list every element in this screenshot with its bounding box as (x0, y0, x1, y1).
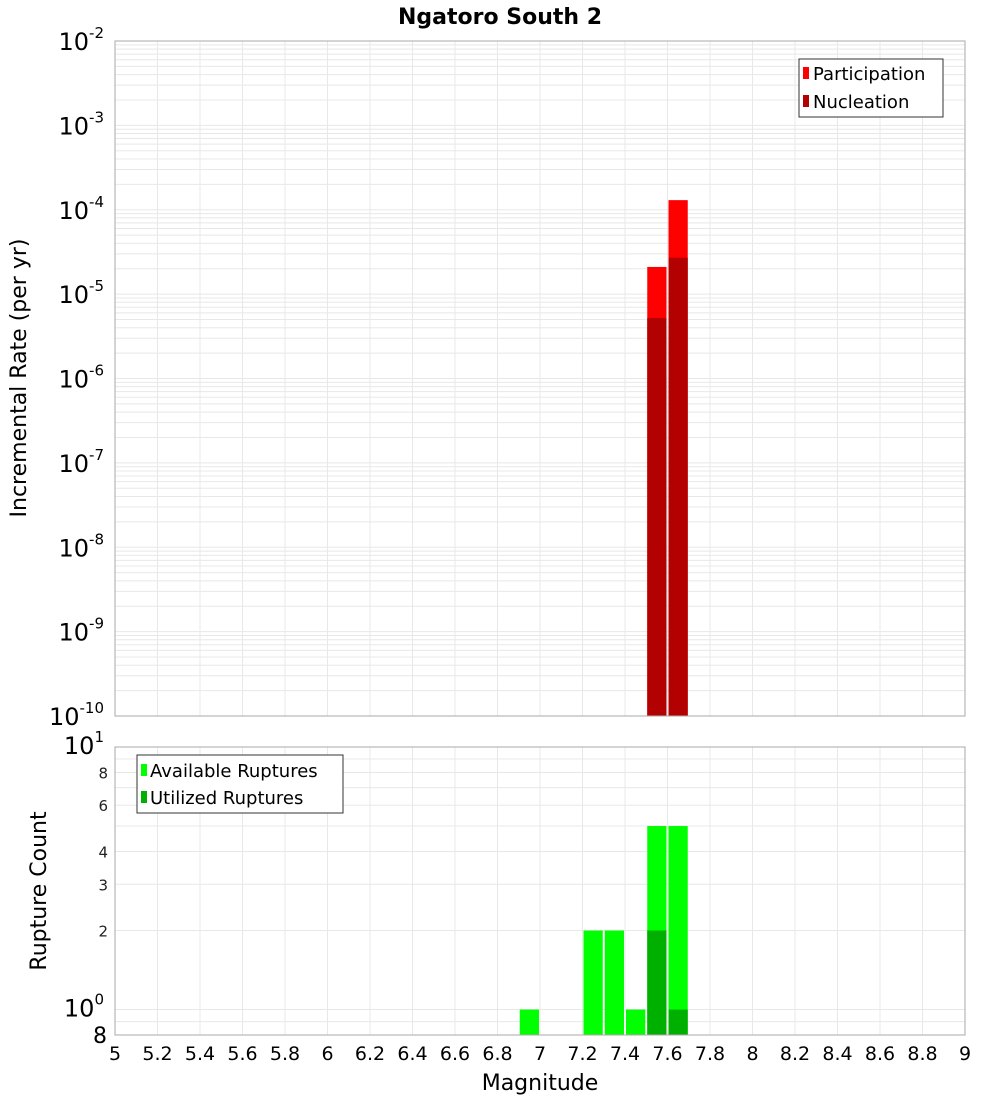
x-tick-label: 5.4 (185, 1043, 215, 1065)
x-tick-label: 8.4 (822, 1043, 852, 1065)
legend-swatch (141, 764, 147, 776)
y-tick-label: 8 (98, 764, 108, 782)
y-tick-label: 10-6 (58, 362, 104, 394)
y-tick-label: 4 (98, 843, 108, 861)
x-tick-label: 7.6 (652, 1043, 682, 1065)
x-tick-label: 7 (534, 1043, 546, 1065)
utilized-ruptures-bar (668, 1009, 688, 1035)
x-tick-label: 7.2 (567, 1043, 597, 1065)
x-tick-label: 8.6 (865, 1043, 895, 1065)
available-ruptures-bar (604, 930, 624, 1035)
x-tick-label: 7.8 (695, 1043, 725, 1065)
y-tick-label: 10-8 (58, 530, 104, 562)
legend-label: Available Ruptures (150, 761, 318, 782)
y-tick-label: 10-4 (58, 193, 104, 225)
x-tick-label: 5.2 (142, 1043, 172, 1065)
y-tick-label: 2 (98, 923, 108, 941)
legend-label: Participation (813, 64, 925, 85)
x-tick-label: 6.4 (397, 1043, 427, 1065)
rupture-count-axis-label: Rupture Count (27, 811, 52, 971)
chart-title: Ngatoro South 2 (398, 5, 602, 30)
y-tick-label: 101 (64, 728, 104, 760)
x-tick-label: 5.8 (270, 1043, 300, 1065)
x-tick-label: 7.4 (610, 1043, 640, 1065)
x-tick-label: 6.2 (355, 1043, 385, 1065)
nucleation-bar (668, 257, 688, 716)
utilized-ruptures-bar (647, 930, 667, 1035)
y-tick-label: 10-10 (49, 699, 104, 731)
y-tick-label: 100 (64, 991, 104, 1023)
x-tick-label: 8 (746, 1043, 758, 1065)
available-ruptures-bar (519, 1009, 539, 1035)
legend-label: Utilized Ruptures (150, 788, 303, 809)
available-ruptures-bar (583, 930, 603, 1035)
y-tick-label: 8 (93, 1024, 107, 1049)
x-tick-label: 8.2 (780, 1043, 810, 1065)
y-tick-label: 10-9 (58, 615, 104, 647)
available-ruptures-bar (668, 826, 688, 1035)
legend-swatch (803, 95, 809, 107)
x-tick-label: 6.8 (482, 1043, 512, 1065)
x-tick-label: 8.8 (907, 1043, 937, 1065)
y-tick-label: 6 (98, 797, 108, 815)
legend-swatch (803, 67, 809, 79)
legend-label: Nucleation (813, 92, 909, 113)
y-tick-label: 10-7 (58, 446, 104, 478)
x-tick-label: 6.6 (440, 1043, 470, 1065)
y-tick-label: 10-5 (58, 277, 104, 309)
x-tick-label: 5 (109, 1043, 121, 1065)
rate-legend: Participation Nucleation (798, 58, 944, 118)
x-tick-label: 9 (959, 1043, 971, 1065)
legend-swatch (141, 791, 147, 803)
x-axis: 5 5.2 5.4 5.6 5.8 6 6.2 6.4 6.6 6.8 7 7.2 7.4 7.6 7.8 8… (109, 1043, 971, 1096)
available-ruptures-bar (626, 1009, 646, 1035)
y-tick-label: 10-3 (58, 108, 104, 140)
rupture-legend: Available Ruptures Utilized Ruptures (136, 754, 344, 814)
nucleation-bar (647, 318, 667, 716)
y-tick-label: 10-2 (58, 24, 104, 56)
rate-plot: 10-2 10-3 10-4 10-5 10-6 10-7 10-8 10-9 10-10 Inc… (7, 24, 966, 731)
rate-axis-label: Incremental Rate (per yr) (7, 239, 32, 518)
x-tick-label: 6 (321, 1043, 333, 1065)
x-tick-label: 5.6 (227, 1043, 257, 1065)
x-axis-label: Magnitude (482, 1071, 599, 1096)
y-tick-label: 3 (98, 876, 108, 894)
